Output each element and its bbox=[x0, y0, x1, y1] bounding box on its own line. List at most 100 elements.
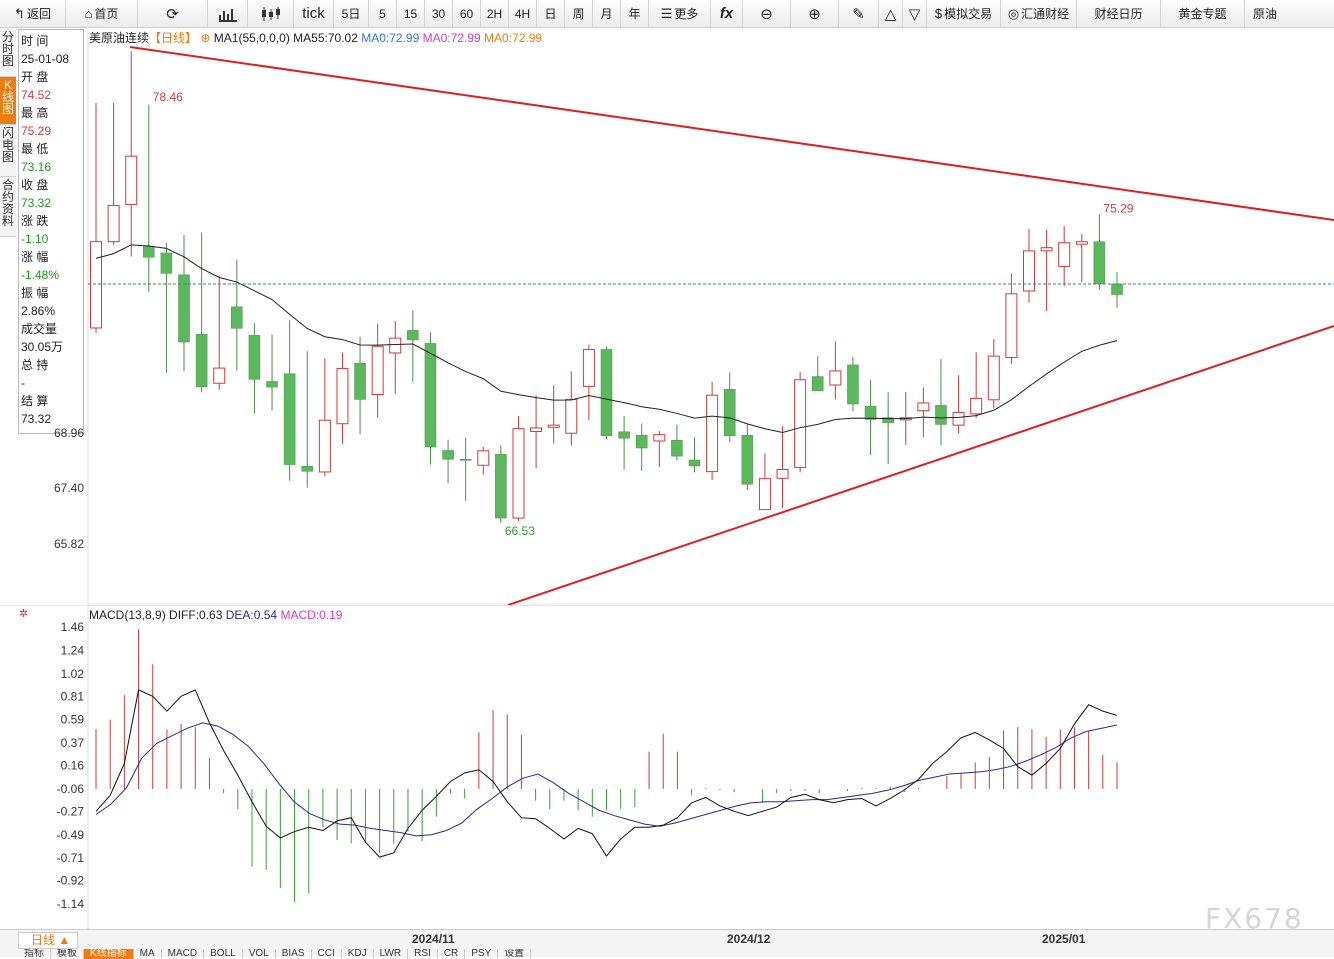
indicator-tab-13[interactable]: PSY bbox=[465, 949, 499, 959]
period-60min-button[interactable]: 60 bbox=[453, 0, 481, 27]
candle-body-up bbox=[125, 155, 138, 205]
pen-icon: ✎ bbox=[852, 5, 865, 23]
macd-tick-label: 0.37 bbox=[61, 736, 85, 750]
gold-topic-button[interactable]: 黄金专题 bbox=[1161, 0, 1245, 27]
refresh-button[interactable]: ⟳ bbox=[138, 0, 208, 27]
indicator-tab-7[interactable]: BIAS bbox=[276, 949, 312, 959]
indicator-tab-1[interactable]: 模板 bbox=[51, 949, 84, 959]
zoom-out-button[interactable]: ⊖ bbox=[743, 0, 791, 27]
kline-style-button[interactable] bbox=[248, 0, 294, 27]
kline-chart[interactable]: 68.96 67.40 65.82 78.46 75.29 66.53 bbox=[0, 28, 1334, 605]
zoom-in-button[interactable]: ⊕ bbox=[791, 0, 839, 27]
home-icon: ⌂ bbox=[84, 6, 93, 21]
macd-settings-icon[interactable]: ✲ bbox=[19, 608, 29, 620]
tick-button[interactable]: tick bbox=[294, 0, 334, 27]
candle-body-down bbox=[688, 459, 701, 467]
macd-tick-label: 1.02 bbox=[61, 667, 85, 681]
macd-tick-label: -0.92 bbox=[57, 874, 85, 888]
candle-body-up bbox=[776, 468, 789, 479]
settings-gear-icon[interactable]: ⊕ bbox=[200, 31, 211, 45]
sim-trade-button[interactable]: $ 模拟交易 bbox=[927, 0, 1001, 27]
fx-icon: fx bbox=[719, 5, 734, 22]
candle-body-up bbox=[758, 478, 771, 511]
calendar-button[interactable]: 财经日历 bbox=[1077, 0, 1161, 27]
macd-tick-label: -0.27 bbox=[57, 804, 85, 818]
draw-up-button[interactable]: △ bbox=[879, 0, 903, 27]
period-year-button[interactable]: 年 bbox=[621, 0, 649, 27]
fx678-news-button[interactable]: ◎ 汇通财经 bbox=[1001, 0, 1077, 27]
watermark: FX678 bbox=[1205, 902, 1304, 935]
indicator-tab-8[interactable]: CCI bbox=[312, 949, 342, 959]
ma55-value: MA55:70.02 bbox=[293, 31, 358, 45]
indicator-tab-5[interactable]: BOLL bbox=[204, 949, 243, 959]
macd-tick-label: -0.49 bbox=[57, 828, 85, 842]
period-30min-button[interactable]: 30 bbox=[425, 0, 453, 27]
more-button[interactable]: ☰ 更多 bbox=[649, 0, 711, 27]
period-4h-button[interactable]: 4H bbox=[509, 0, 537, 27]
candle-body-up bbox=[389, 337, 402, 354]
macd-tick-label: -0.06 bbox=[57, 782, 85, 796]
indicator-tab-10[interactable]: LWR bbox=[374, 949, 409, 959]
draw-down-button[interactable]: ▽ bbox=[903, 0, 927, 27]
candle-body-up bbox=[1058, 242, 1071, 267]
menu-icon: ☰ bbox=[660, 5, 673, 21]
period-15min-button[interactable]: 15 bbox=[397, 0, 425, 27]
indicator-tab-0[interactable]: 指标 bbox=[18, 949, 51, 959]
candle-body-up bbox=[970, 397, 983, 415]
indicator-tab-6[interactable]: VOL bbox=[243, 949, 276, 959]
indicator-tab-4[interactable]: MACD bbox=[162, 949, 205, 959]
zoom-out-icon: ⊖ bbox=[760, 5, 773, 23]
tab-contract-info[interactable]: 合约资料 bbox=[0, 177, 16, 237]
period-week-button[interactable]: 周 bbox=[565, 0, 593, 27]
formula-button[interactable]: fx bbox=[711, 0, 743, 27]
period-tag[interactable]: 日线 ▲ bbox=[18, 932, 78, 949]
oil-topic-button[interactable]: 原油 bbox=[1253, 7, 1278, 21]
dollar-icon: $ bbox=[934, 6, 943, 21]
macd-tick-label: 1.24 bbox=[61, 643, 85, 657]
period-month-button[interactable]: 月 bbox=[593, 0, 621, 27]
period-5min-button[interactable]: 5 bbox=[369, 0, 397, 27]
tab-flash[interactable]: 闪电图 bbox=[0, 125, 16, 177]
tab-kline[interactable]: K线图 bbox=[0, 77, 16, 125]
indicator-tab-11[interactable]: RSI bbox=[408, 949, 438, 959]
candle-body-down bbox=[671, 440, 683, 457]
candle-body-down bbox=[442, 450, 454, 460]
candle-body-down bbox=[811, 376, 824, 391]
indicator-tab-3[interactable]: MA bbox=[134, 949, 162, 959]
main-chart-header: 美原油连续【日线】 ⊕ MA1(55,0,0,0) MA55:70.02 MA0… bbox=[89, 29, 542, 46]
amp-value: 2.86% bbox=[21, 304, 56, 318]
home-button[interactable]: ⌂ 首页 bbox=[66, 0, 138, 27]
macd-dea-value: DEA:0.54 bbox=[225, 608, 278, 622]
indicator-tab-12[interactable]: CR bbox=[438, 949, 466, 959]
price-tick-label: 67.40 bbox=[54, 481, 84, 495]
candle-body-down bbox=[143, 246, 155, 258]
back-button[interactable]: ↰ 返回 bbox=[0, 0, 66, 27]
candle-body-down bbox=[600, 349, 613, 436]
candle-body-down bbox=[618, 431, 630, 439]
vol-value: 30.05万 bbox=[21, 340, 64, 354]
period-5day-button[interactable]: 5日 bbox=[334, 0, 369, 27]
candle-body-down bbox=[459, 459, 472, 461]
candle-body-up bbox=[1022, 250, 1035, 292]
macd-chart[interactable]: 1.46 1.24 1.02 0.81 0.59 0.37 0.16 -0.06 -0.27 -0… bbox=[0, 605, 1334, 929]
bar-chart-icon bbox=[218, 8, 237, 22]
tab-timeshare[interactable]: 分时图 bbox=[0, 29, 16, 77]
candle-body-up bbox=[1075, 241, 1088, 245]
indicator-tab-14[interactable]: 设置 bbox=[498, 949, 532, 959]
indicator-tab-2[interactable]: K线指标 bbox=[84, 949, 134, 959]
candle-body-up bbox=[318, 419, 331, 473]
zoom-in-icon: ⊕ bbox=[808, 5, 821, 23]
indicator-tab-9[interactable]: KDJ bbox=[342, 949, 374, 959]
period-label: 【日线】 bbox=[149, 31, 198, 45]
candle-body-up bbox=[213, 367, 226, 384]
candle-body-down bbox=[864, 405, 877, 420]
candle-body-up bbox=[90, 241, 102, 329]
period-2h-button[interactable]: 2H bbox=[481, 0, 509, 27]
x-axis-label-jan: 2025/01 bbox=[1042, 932, 1086, 946]
draw-button[interactable]: ✎ bbox=[839, 0, 879, 27]
chart-type-button[interactable] bbox=[208, 0, 248, 27]
period-day-button[interactable]: 日 bbox=[537, 0, 565, 27]
low-annotation: 66.53 bbox=[505, 524, 535, 538]
side-tabs: 分时图 K线图 闪电图 合约资料 bbox=[0, 29, 16, 244]
settle-value: 73.32 bbox=[21, 412, 52, 426]
